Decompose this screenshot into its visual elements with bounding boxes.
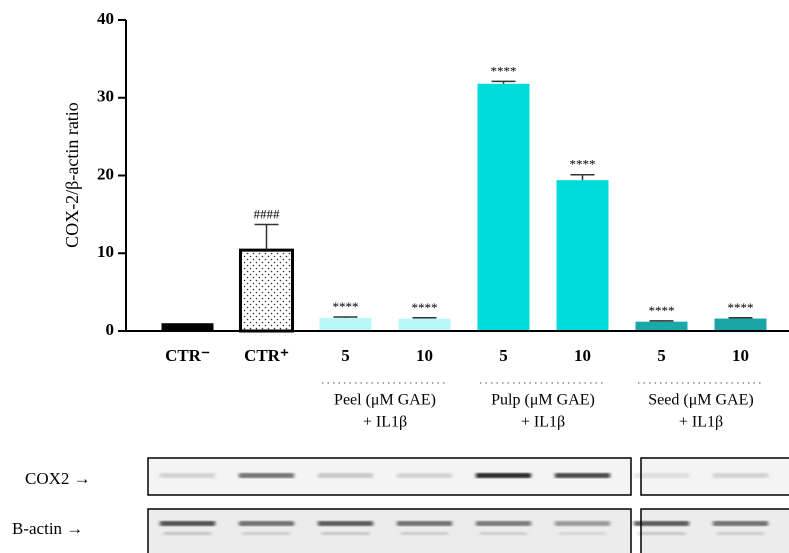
significance-label: ****	[491, 63, 517, 78]
significance-label: ****	[412, 300, 438, 315]
x-tick-label: 5	[657, 346, 666, 365]
group-sublabel: + IL1β	[679, 414, 723, 431]
blot-band	[159, 521, 216, 526]
blot-band	[159, 473, 216, 478]
significance-label: ****	[649, 303, 675, 318]
bar	[477, 83, 530, 331]
group-label: Seed (μM GAE)	[648, 392, 753, 409]
blot-band	[554, 473, 611, 478]
blot-band	[712, 473, 769, 478]
x-tick-label: 10	[416, 346, 433, 365]
bar	[398, 318, 451, 331]
blot-label: B-actin →	[12, 519, 83, 538]
blot-band	[242, 532, 291, 535]
x-tick-label: 10	[732, 346, 749, 365]
group-label: Pulp (μM GAE)	[491, 392, 595, 409]
x-tick-label: 5	[499, 346, 508, 365]
blot-band	[633, 473, 690, 478]
significance-label: ****	[570, 157, 596, 172]
x-tick-label: CTR⁺	[244, 346, 289, 365]
bar	[161, 323, 214, 331]
y-tick-label: 30	[97, 87, 114, 106]
blot-band	[163, 532, 212, 535]
significance-label: ####	[254, 206, 281, 221]
blot-band	[396, 521, 453, 526]
significance-label: ****	[333, 299, 359, 314]
y-tick-label: 20	[97, 164, 114, 183]
blot-label: COX2 →	[25, 469, 91, 488]
blot-band	[400, 532, 449, 535]
y-tick-label: 0	[106, 320, 115, 339]
x-tick-label: 10	[574, 346, 591, 365]
y-tick-label: 40	[97, 9, 114, 28]
blot-box	[147, 508, 632, 553]
blot-band	[712, 521, 769, 526]
blot-band	[558, 532, 607, 535]
blot-band	[637, 532, 686, 535]
bar	[556, 180, 609, 331]
x-tick-label: CTR⁻	[165, 346, 210, 365]
blot-band	[317, 473, 374, 478]
blot-band	[238, 521, 295, 526]
blot-band	[321, 532, 370, 535]
blot-band	[633, 521, 690, 526]
bar	[319, 317, 372, 331]
blot-band	[238, 473, 295, 478]
group-sublabel: + IL1β	[363, 414, 407, 431]
blot-band	[479, 532, 528, 535]
western-blot: COX2 → B-actin →	[12, 457, 789, 553]
bar	[239, 248, 294, 333]
bar	[635, 321, 688, 331]
blot-band	[475, 521, 532, 526]
significance-label: ****	[728, 300, 754, 315]
x-tick-label: 5	[341, 346, 350, 365]
blot-band	[716, 532, 765, 535]
group-sublabel: + IL1β	[521, 414, 565, 431]
blot-band	[554, 521, 611, 526]
blot-band	[396, 473, 453, 478]
bar	[714, 318, 767, 331]
y-axis-label: COX-2/β-actin ratio	[62, 102, 82, 248]
blot-box	[640, 508, 789, 553]
blot-band	[317, 521, 374, 526]
y-tick-label: 10	[97, 242, 114, 261]
group-label: Peel (μM GAE)	[334, 392, 436, 409]
blot-band	[475, 473, 532, 478]
blot-box	[147, 457, 632, 496]
